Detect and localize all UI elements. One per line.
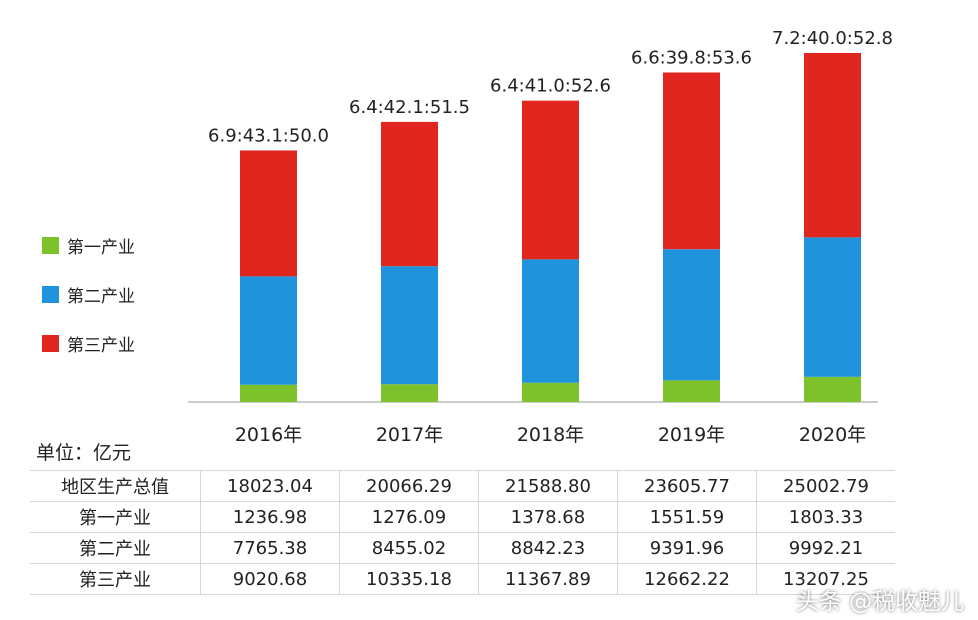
ratio-label: 7.2:40.0:52.8 [772, 28, 893, 49]
bar-segment [522, 382, 579, 402]
watermark: 头条 @税收魅儿 [795, 589, 964, 615]
bar-segment [804, 237, 861, 377]
table-cell: 1236.98 [200, 501, 340, 533]
x-tick-label: 2019年 [658, 424, 725, 446]
legend-item-primary: 第一产业 [42, 233, 135, 258]
legend-label-primary: 第一产业 [67, 237, 135, 258]
table-cell: 11367.89 [478, 563, 618, 595]
bar-segment [381, 121, 438, 267]
bar-segment [663, 249, 720, 381]
data-table: 地区生产总值 18023.04 20066.29 21588.80 23605.… [30, 470, 895, 595]
ratio-label: 6.4:41.0:52.6 [490, 76, 611, 97]
table-cell: 18023.04 [200, 470, 340, 502]
x-tick-label: 2020年 [799, 424, 866, 446]
legend-label-secondary: 第二产业 [67, 286, 135, 307]
legend-item-secondary: 第二产业 [42, 282, 135, 307]
x-tick-label: 2018年 [517, 424, 584, 446]
bar-segment [240, 150, 297, 277]
table-cell: 13207.25 [756, 563, 895, 595]
table-row: 第二产业 7765.38 8455.02 8842.23 9391.96 999… [30, 532, 895, 564]
legend-swatch-tertiary [42, 334, 59, 352]
bar-segment [663, 72, 720, 250]
legend-swatch-secondary [42, 285, 59, 303]
table-cell: 9992.21 [756, 532, 895, 564]
table-cell: 1551.59 [617, 501, 757, 533]
table-row: 第三产业 9020.68 10335.18 11367.89 12662.22 … [30, 563, 895, 595]
bar-segment [663, 380, 720, 402]
legend-item-tertiary: 第三产业 [42, 331, 135, 356]
row-header: 第二产业 [30, 532, 201, 564]
bar-segment [240, 276, 297, 385]
table-cell: 12662.22 [617, 563, 757, 595]
table-cell: 21588.80 [478, 470, 618, 502]
unit-label: 单位：亿元 [36, 442, 132, 464]
table-cell: 7765.38 [200, 532, 340, 564]
table-cell: 1803.33 [756, 501, 895, 533]
legend-label-tertiary: 第三产业 [67, 335, 135, 356]
chart-legend: 第一产业 第二产业 第三产业 [42, 233, 135, 380]
table-cell: 1378.68 [478, 501, 618, 533]
table-cell: 8842.23 [478, 532, 618, 564]
x-tick-label: 2017年 [376, 424, 443, 446]
bar-segment [522, 259, 579, 383]
ratio-label: 6.6:39.8:53.6 [631, 48, 752, 69]
table-cell: 25002.79 [756, 470, 895, 502]
table-cell: 9391.96 [617, 532, 757, 564]
bar-segment [804, 376, 861, 402]
table-cell: 1276.09 [339, 501, 479, 533]
table-cell: 8455.02 [339, 532, 479, 564]
table-cell: 23605.77 [617, 470, 757, 502]
row-header: 第三产业 [30, 563, 201, 595]
legend-swatch-primary [42, 236, 59, 254]
ratio-label: 6.4:42.1:51.5 [349, 97, 470, 118]
bar-segment [804, 53, 861, 238]
stacked-bar-chart: 6.9:43.1:50.0 2016年 6.4:42.1:51.5 2017年 6.4:… [188, 28, 893, 446]
table-cell: 10335.18 [339, 563, 479, 595]
row-header: 第一产业 [30, 501, 201, 533]
bar-segment [240, 384, 297, 402]
table-row: 地区生产总值 18023.04 20066.29 21588.80 23605.… [30, 470, 895, 502]
ratio-label: 6.9:43.1:50.0 [208, 125, 329, 146]
bar-segment [381, 384, 438, 402]
table-cell: 9020.68 [200, 563, 340, 595]
table-row: 第一产业 1236.98 1276.09 1378.68 1551.59 180… [30, 501, 895, 533]
table-cell: 20066.29 [339, 470, 479, 502]
row-header: 地区生产总值 [30, 470, 201, 502]
bar-segment [381, 266, 438, 385]
x-tick-label: 2016年 [235, 424, 302, 446]
bar-segment [522, 100, 579, 260]
